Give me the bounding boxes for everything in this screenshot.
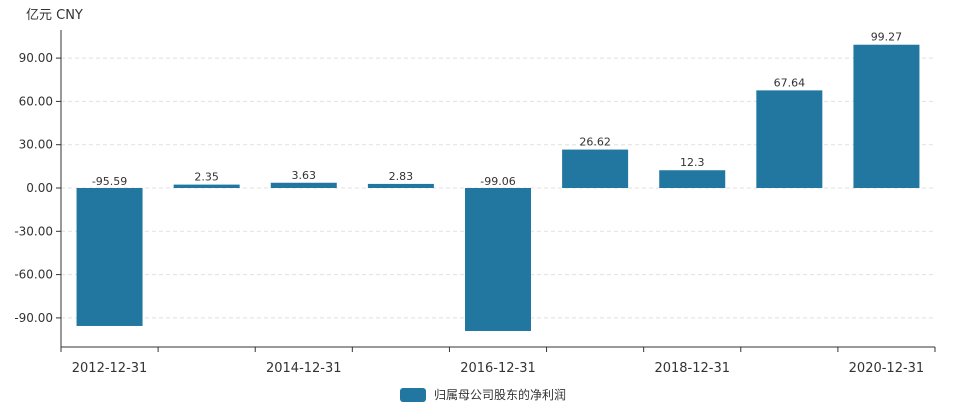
- bar[interactable]: [562, 149, 629, 188]
- bar[interactable]: [173, 184, 240, 188]
- x-tick-label: 2016-12-31: [460, 361, 536, 376]
- y-axis-ticks: 90.00 60.00 30.00 0.00 -30.00 -60.00 -90.00: [14, 51, 61, 325]
- bar[interactable]: [659, 170, 726, 188]
- y-axis-unit-label: 亿元 CNY: [26, 8, 83, 23]
- legend-series-label: 归属母公司股东的净利润: [434, 388, 567, 402]
- bar-value-label: 12.3: [680, 156, 705, 169]
- bar[interactable]: [270, 182, 337, 188]
- bar[interactable]: [367, 183, 434, 188]
- y-tick-label: 90.00: [19, 51, 53, 65]
- bar-value-label: 26.62: [579, 136, 611, 149]
- bar-value-label: 2.83: [389, 170, 414, 183]
- x-tick-label: 2014-12-31: [266, 361, 342, 376]
- bar-value-label: 3.63: [292, 169, 317, 182]
- y-tick-label: 0.00: [26, 181, 53, 195]
- bar[interactable]: [853, 44, 920, 188]
- x-axis-ticks: 2012-12-31 2014-12-31 2016-12-31 2018-12-31…: [60, 347, 936, 376]
- x-tick-label: 2018-12-31: [654, 361, 730, 376]
- bar-value-label: 67.64: [774, 76, 806, 89]
- bar-value-label: 2.35: [194, 171, 219, 184]
- legend[interactable]: 归属母公司股东的净利润: [400, 386, 566, 403]
- bar-value-label: 99.27: [871, 31, 903, 44]
- y-tick-label: 30.00: [19, 138, 53, 152]
- legend-swatch: [400, 387, 426, 402]
- bar[interactable]: [76, 188, 143, 326]
- bars: [76, 44, 920, 331]
- bar-value-label: -99.06: [480, 175, 515, 188]
- x-tick-label: 2020-12-31: [849, 361, 925, 376]
- bar-value-labels: -95.59 2.35 3.63 2.83 -99.06 26.62 12.3 67.64 99…: [92, 31, 902, 188]
- y-tick-label: -90.00: [14, 311, 53, 325]
- y-tick-label: -30.00: [14, 224, 53, 238]
- y-tick-label: -60.00: [14, 268, 53, 282]
- bar-value-label: -95.59: [92, 175, 127, 188]
- y-tick-label: 60.00: [19, 94, 53, 108]
- x-tick-label: 2012-12-31: [72, 361, 148, 376]
- bar[interactable]: [756, 90, 823, 188]
- bar[interactable]: [465, 188, 531, 331]
